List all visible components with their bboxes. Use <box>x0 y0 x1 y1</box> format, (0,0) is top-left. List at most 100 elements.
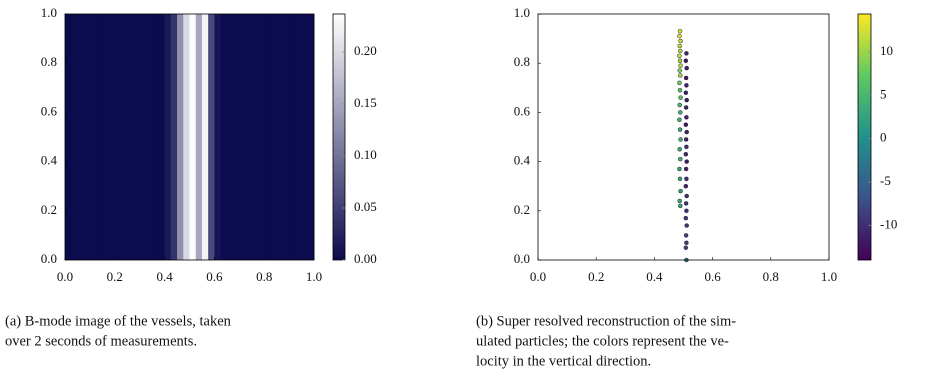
y-tick-label: 0.4 <box>41 153 58 168</box>
scatter-point <box>677 166 682 172</box>
heatmap-cell <box>108 14 116 260</box>
x-tick-label: 0.6 <box>704 269 721 284</box>
heatmap-cell <box>183 14 190 260</box>
scatter-point <box>684 176 689 182</box>
scatter-point <box>683 75 689 81</box>
heatmap-cell <box>158 14 165 260</box>
colorbar-tick-label: 0 <box>880 130 887 145</box>
colorbar-tick-label: 0.10 <box>354 147 377 162</box>
colorbar-tick-label: 0.00 <box>354 251 377 266</box>
heatmap-cell <box>201 14 209 260</box>
scatter-point <box>677 68 682 73</box>
scatter-point <box>683 166 689 172</box>
heatmap-cell <box>83 14 91 260</box>
colorbar <box>857 13 872 261</box>
scatter-point <box>677 58 683 63</box>
plot-frame <box>537 13 830 261</box>
heatmap-cell <box>177 14 184 260</box>
heatmap-cell <box>71 14 78 260</box>
scatter-point <box>683 183 689 189</box>
y-tick-label: 0.2 <box>41 202 57 217</box>
scatter-point <box>678 38 683 44</box>
heatmap-cell <box>65 14 72 260</box>
heatmap-cell <box>289 14 296 260</box>
y-tick-label: 0.8 <box>41 54 57 69</box>
y-tick-label: 0.4 <box>514 153 531 168</box>
heatmap-cell <box>307 14 315 260</box>
scatter-point <box>684 51 689 56</box>
y-tick-label: 0.6 <box>41 103 58 118</box>
colorbar-tick-label: 10 <box>880 43 893 58</box>
colorbar-tick-label: -5 <box>880 173 891 188</box>
scatter-point <box>677 80 682 86</box>
heatmap-cell <box>276 14 284 260</box>
scatter-point <box>678 137 683 142</box>
heatmap-cell <box>189 14 197 260</box>
caption-line: (b) Super resolved reconstruction of the… <box>476 313 736 329</box>
scatter-point <box>677 147 682 152</box>
scatter-point <box>678 63 683 68</box>
heatmap-cell <box>245 14 253 260</box>
x-tick-label: 0.2 <box>107 269 123 284</box>
colorbar-tick-label: 5 <box>880 86 887 101</box>
scatter-point <box>683 90 689 95</box>
scatter-point <box>678 203 683 209</box>
heatmap-cell <box>264 14 271 260</box>
scatter-point <box>678 95 683 100</box>
y-tick-label: 0.8 <box>514 54 530 69</box>
scatter-point <box>677 43 682 49</box>
heatmap-cell <box>102 14 109 260</box>
x-tick-label: 0.6 <box>206 269 223 284</box>
heatmap-cell <box>295 14 302 260</box>
scatter-point <box>678 73 683 78</box>
y-tick-label: 0.2 <box>514 202 530 217</box>
heatmap-cell <box>251 14 259 260</box>
heatmap-cell <box>195 14 203 260</box>
scatter-point <box>677 198 682 204</box>
scatter-point <box>677 53 682 59</box>
x-tick-label: 1.0 <box>821 269 837 284</box>
heatmap-cell <box>301 14 309 260</box>
colorbar-tick-label: 0.20 <box>354 43 377 58</box>
caption-line: locity in the vertical direction. <box>476 353 651 369</box>
scatter-point <box>677 117 682 123</box>
heatmap-cell <box>127 14 134 260</box>
heatmap-cell <box>89 14 97 260</box>
scatter-point <box>683 201 689 206</box>
scatter-point <box>684 144 689 150</box>
scatter-point <box>678 110 683 115</box>
scatter-point <box>677 176 683 182</box>
scatter-point <box>683 137 689 142</box>
heatmap-cell <box>139 14 147 260</box>
x-tick-label: 0.0 <box>57 269 73 284</box>
heatmap-cell <box>208 14 215 260</box>
heatmap-cell <box>77 14 85 260</box>
heatmap-cell <box>170 14 178 260</box>
scatter-point <box>683 151 689 157</box>
scatter-point <box>683 58 689 63</box>
heatmap-cell <box>133 14 141 260</box>
scatter-point <box>683 245 689 250</box>
scatter-point <box>684 159 689 164</box>
scatter-point <box>684 193 689 199</box>
scatter-point <box>683 233 689 238</box>
colorbar-tick-label: 0.05 <box>354 199 377 214</box>
heatmap-cell <box>220 14 228 260</box>
x-tick-label: 0.4 <box>156 269 173 284</box>
scatter-point <box>684 129 689 135</box>
x-tick-label: 0.4 <box>646 269 663 284</box>
scatter-point <box>677 102 682 108</box>
scatter-point <box>683 122 689 127</box>
colorbar <box>332 13 346 261</box>
caption-line: (a) B-mode image of the vessels, taken <box>5 313 232 329</box>
x-tick-label: 0.0 <box>530 269 546 284</box>
y-tick-label: 1.0 <box>41 5 57 20</box>
scatter-point <box>684 115 689 120</box>
x-tick-label: 0.8 <box>763 269 779 284</box>
scatter-point <box>684 83 689 88</box>
y-tick-label: 0.6 <box>514 103 531 118</box>
scatter-point <box>677 28 683 34</box>
caption-line: ulated particles; the colors represent t… <box>476 333 729 349</box>
plot-frame <box>64 13 315 261</box>
heatmap-cell <box>226 14 234 260</box>
